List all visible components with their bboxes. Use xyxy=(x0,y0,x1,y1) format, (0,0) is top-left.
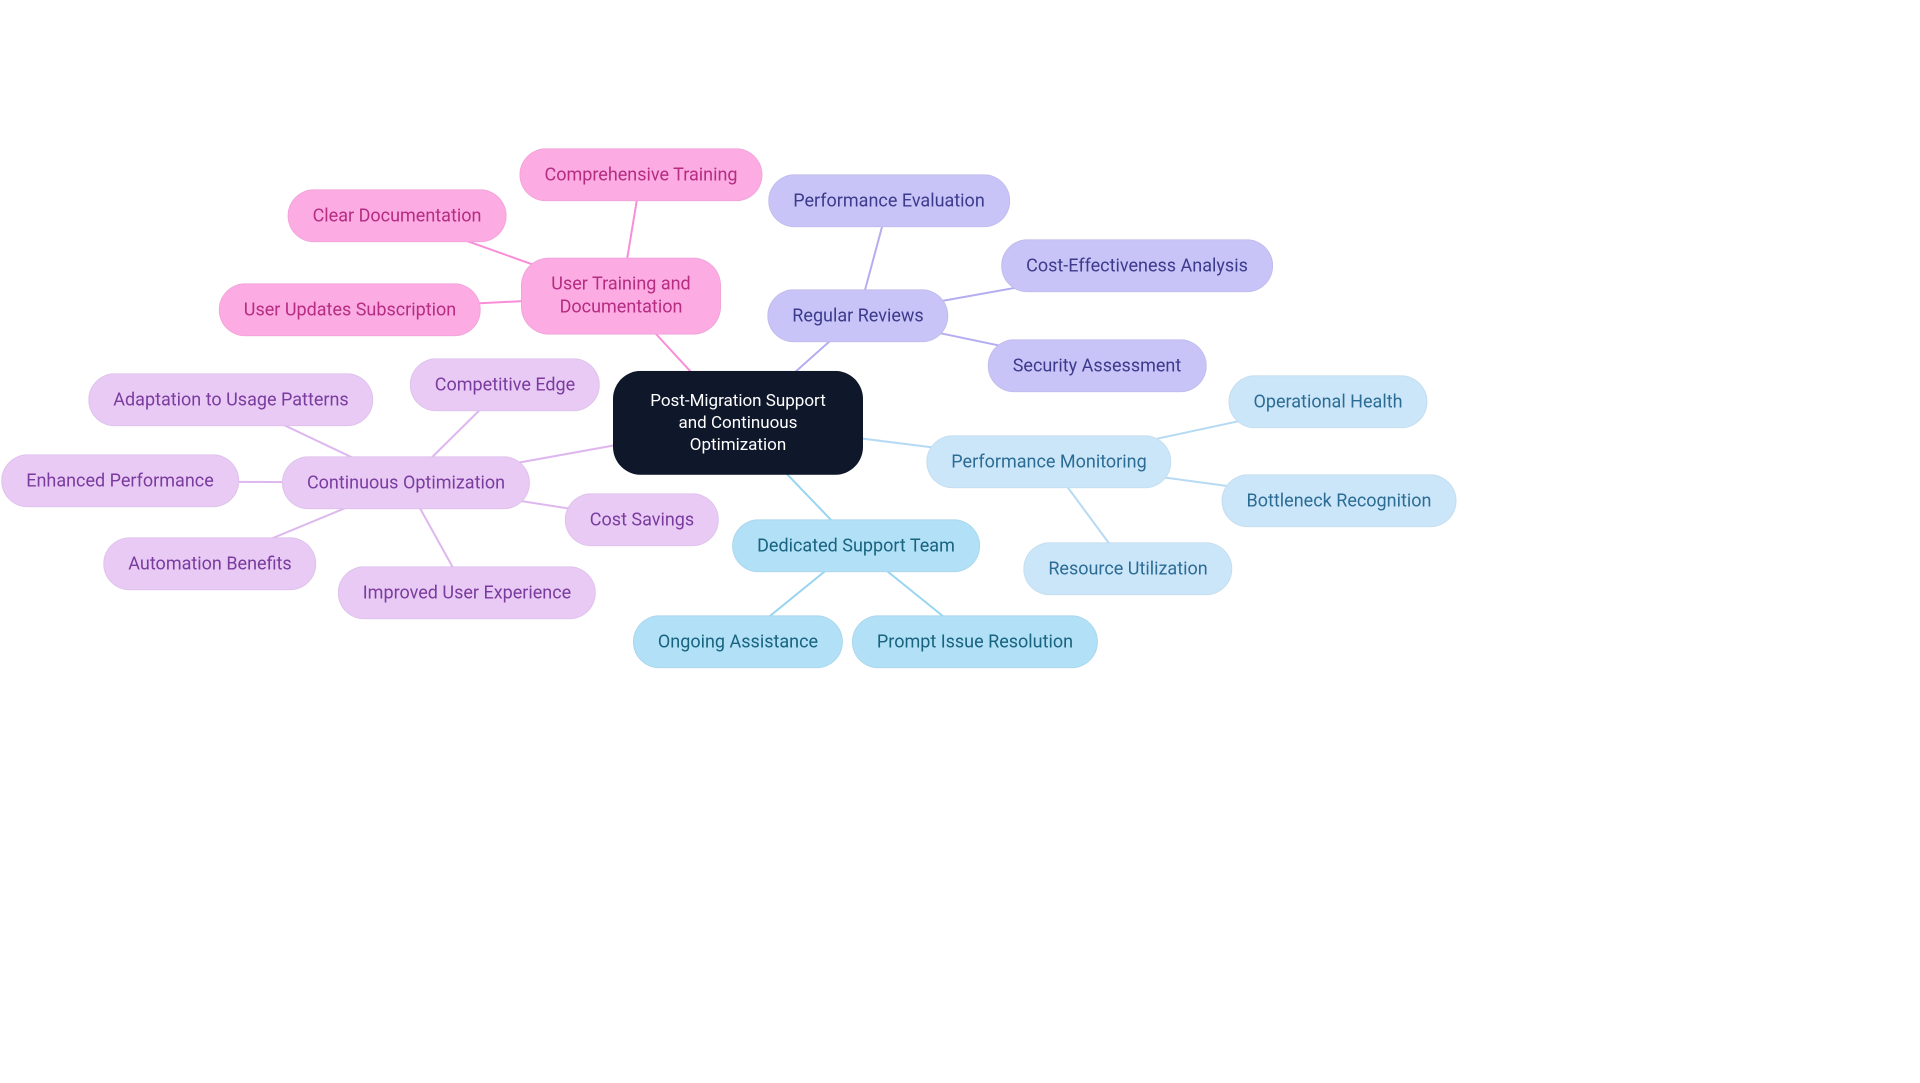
mindmap-node: User Training and Documentation xyxy=(521,258,721,335)
mindmap-node: Resource Utilization xyxy=(1023,542,1232,595)
mindmap-node: Comprehensive Training xyxy=(519,148,762,201)
mindmap-node: Performance Evaluation xyxy=(768,174,1010,227)
mindmap-node: Post-Migration Support and Continuous Op… xyxy=(613,371,863,475)
mindmap-node: Improved User Experience xyxy=(338,566,596,619)
mindmap-node: Ongoing Assistance xyxy=(633,615,843,668)
mindmap-node: Dedicated Support Team xyxy=(732,519,980,572)
mindmap-node: Competitive Edge xyxy=(410,358,600,411)
mindmap-node: Automation Benefits xyxy=(103,537,316,590)
mindmap-node: Security Assessment xyxy=(988,339,1207,392)
mindmap-node: Clear Documentation xyxy=(288,189,507,242)
mindmap-node: User Updates Subscription xyxy=(219,283,481,336)
mindmap-node: Regular Reviews xyxy=(767,289,948,342)
mindmap-node: Bottleneck Recognition xyxy=(1222,474,1457,527)
mindmap-node: Cost-Effectiveness Analysis xyxy=(1001,239,1273,292)
mindmap-node: Adaptation to Usage Patterns xyxy=(88,373,373,426)
mindmap-node: Continuous Optimization xyxy=(282,456,530,509)
mindmap-node: Performance Monitoring xyxy=(926,435,1171,488)
mindmap-node: Prompt Issue Resolution xyxy=(852,615,1098,668)
mindmap-node: Operational Health xyxy=(1228,375,1427,428)
mindmap-node: Cost Savings xyxy=(565,493,719,546)
mindmap-node: Enhanced Performance xyxy=(1,454,239,507)
